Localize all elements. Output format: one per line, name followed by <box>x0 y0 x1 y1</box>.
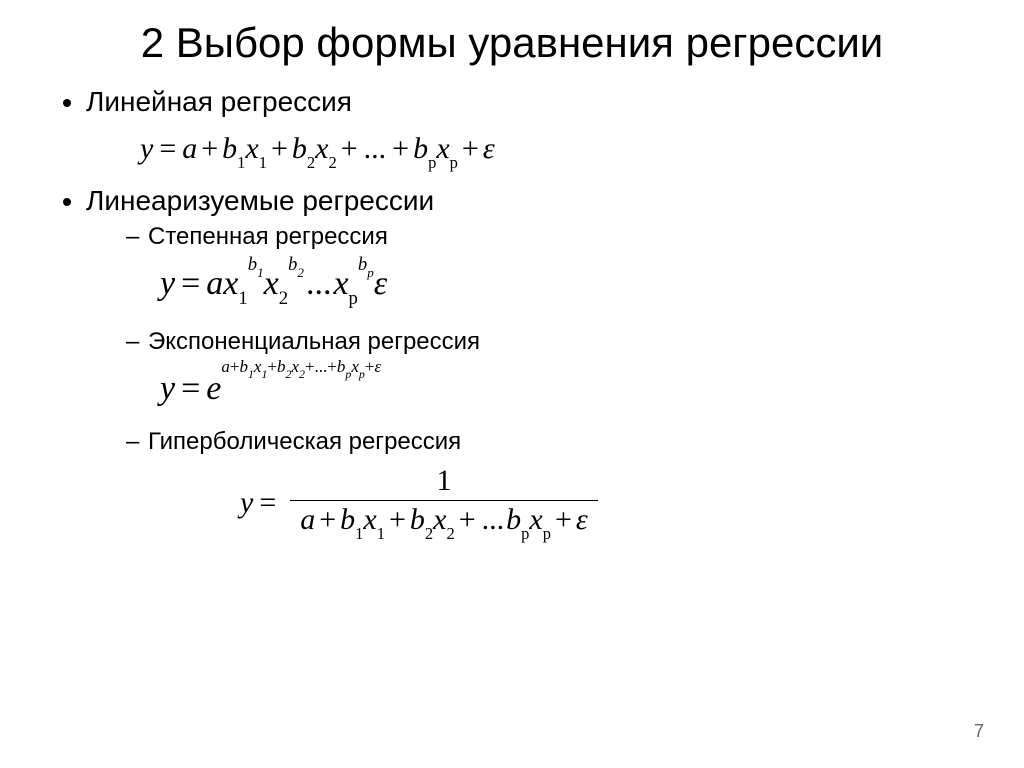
sub-bullet-list: Степенная регрессия <box>86 223 984 251</box>
bullet-list-2: Линеаризуемые регрессии Степенная регрес… <box>40 185 984 251</box>
slide: 2 Выбор формы уравнения регрессии Линейн… <box>0 0 1024 768</box>
hyperbolic-numerator: 1 <box>290 466 598 501</box>
bullet-list: Линейная регрессия <box>40 86 984 118</box>
slide-title: 2 Выбор формы уравнения регрессии <box>40 18 984 68</box>
sub-list-exp-wrapper: Экспоненциальная регрессия <box>40 328 984 356</box>
sub-list-hyp-li: Гиперболическая регрессия <box>86 428 984 456</box>
formula-exponential: y=ea+b1x1+b2x2+...+bpxp+ε <box>160 362 984 422</box>
sub-bullet-list-hyp: Гиперболическая регрессия <box>86 428 984 456</box>
sub-bullet-power-label: Степенная регрессия <box>148 223 388 250</box>
sub-bullet-list-exp: Экспоненциальная регрессия <box>86 328 984 356</box>
bullet-linearizable-label: Линеаризуемые регрессии <box>86 185 434 216</box>
sub-bullet-exponential-label: Экспоненциальная регрессия <box>148 328 480 355</box>
sub-list-hyp-wrapper: Гиперболическая регрессия <box>40 428 984 456</box>
page-number: 7 <box>974 721 984 742</box>
sub-bullet-power: Степенная регрессия <box>126 223 984 251</box>
sub-bullet-exponential: Экспоненциальная регрессия <box>126 328 984 356</box>
formula-linear: y=a+b1x1+b2x2+...+bpxp+ε <box>140 124 984 185</box>
sub-bullet-hyperbolic: Гиперболическая регрессия <box>126 428 984 456</box>
bullet-linear: Линейная регрессия <box>86 86 984 118</box>
formula-hyperbolic: y= 1 a+b1x1+b2x2+...bpxp+ε <box>240 462 984 556</box>
formula-power: y=ax1b1x2b2...xpbpε <box>160 257 984 323</box>
sub-bullet-hyperbolic-label: Гиперболическая регрессия <box>148 428 461 455</box>
sub-list-exp-li: Экспоненциальная регрессия <box>86 328 984 356</box>
bullet-linearizable: Линеаризуемые регрессии Степенная регрес… <box>86 185 984 251</box>
bullet-linear-label: Линейная регрессия <box>86 86 352 117</box>
